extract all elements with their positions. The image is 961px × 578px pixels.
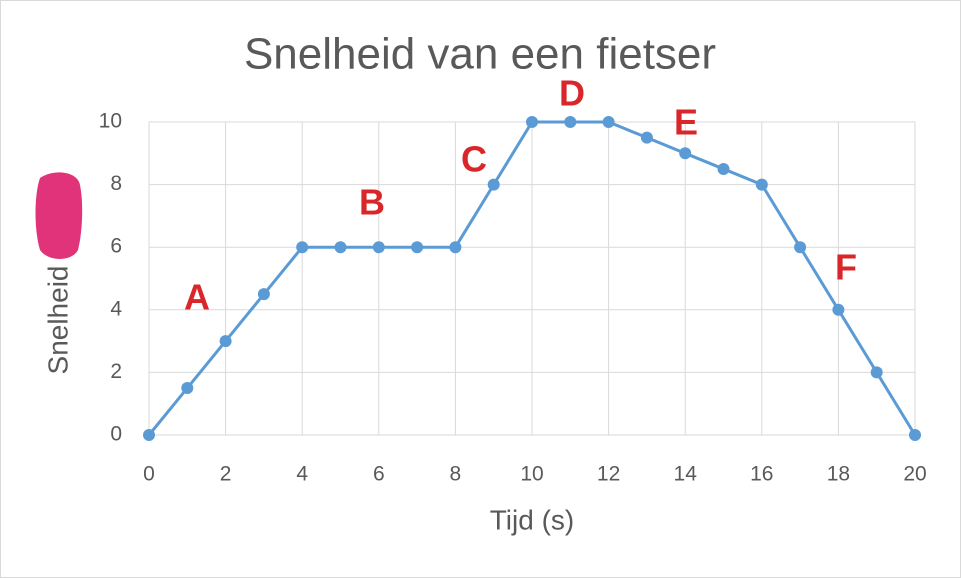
scribble [35,172,83,259]
y-tick-label: 2 [110,360,122,383]
x-tick-label: 8 [450,463,462,486]
x-tick-label: 4 [296,463,308,486]
y-axis-label: Snelheid [42,266,73,375]
data-point [755,178,768,191]
annotation: F [835,247,857,288]
chart-title: Snelheid van een fietser [244,30,716,79]
data-point [564,116,577,128]
x-tick-label: 16 [750,463,773,486]
data-point [372,241,385,254]
data-point [640,131,653,144]
annotation: E [674,102,698,143]
data-point [181,382,194,395]
data-point [526,116,538,128]
x-tick-label: 18 [827,463,850,486]
data-point [909,429,921,441]
y-tick-label: 0 [110,423,122,446]
data-point [487,178,500,191]
data-point [717,162,730,175]
data-point [832,303,845,316]
data-point [257,288,270,301]
data-point [143,429,155,441]
data-point [411,241,424,254]
y-tick-label: 6 [110,235,122,258]
annotation: C [461,139,487,180]
data-point [602,116,615,128]
annotation: D [559,73,585,114]
data-point [219,335,232,348]
data-point [870,366,883,379]
y-tick-label: 4 [110,297,122,320]
data-point [794,241,807,254]
annotation: A [184,277,210,318]
annotation: B [359,182,385,223]
x-axis-label: Tijd (s) [490,504,575,535]
x-tick-label: 20 [903,463,926,486]
x-tick-label: 0 [143,463,155,486]
x-tick-label: 14 [674,463,698,486]
data-point [334,241,347,254]
x-tick-label: 6 [373,463,385,486]
data-point [449,241,462,254]
x-tick-label: 10 [520,463,543,486]
x-tick-label: 2 [220,463,232,486]
data-point [296,241,309,254]
data-point [679,147,692,160]
y-tick-label: 8 [110,172,122,195]
y-tick-label: 10 [99,110,122,133]
x-tick-label: 12 [597,463,620,486]
